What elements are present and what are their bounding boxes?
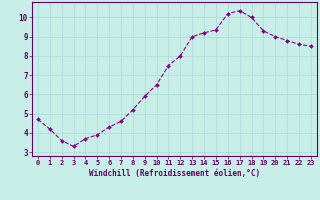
X-axis label: Windchill (Refroidissement éolien,°C): Windchill (Refroidissement éolien,°C) — [89, 169, 260, 178]
